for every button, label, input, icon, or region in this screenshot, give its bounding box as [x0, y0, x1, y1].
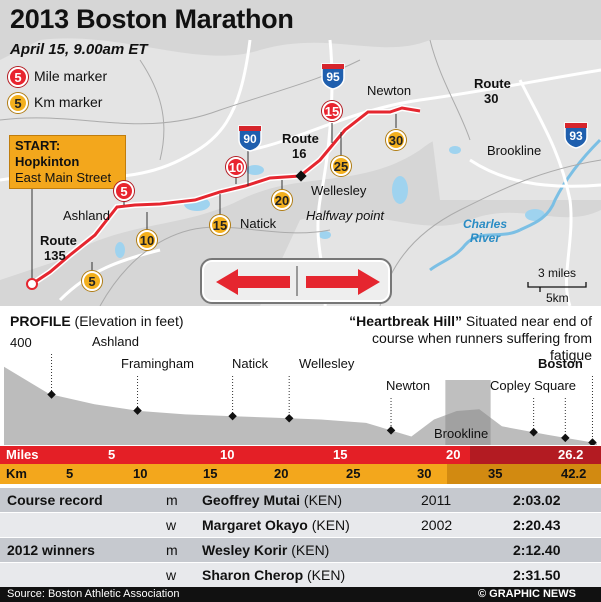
- label-route30-line2: 30: [484, 91, 499, 106]
- footer-source: Source: Boston Athletic Association: [7, 588, 180, 600]
- table-row: Course record m Geoffrey Mutai (KEN) 201…: [0, 488, 601, 512]
- interstate-90-label: 90: [243, 132, 257, 146]
- miles-tick-20: 20: [446, 447, 461, 462]
- scale-km-label: 5km: [546, 291, 569, 305]
- heartbreak-hill-note: “Heartbreak Hill” Situated near end of c…: [349, 313, 592, 363]
- page-title: 2013 Boston Marathon: [10, 4, 294, 34]
- profile-label-framingham: Framingham: [121, 356, 194, 371]
- pan-right-arrow-icon[interactable]: [306, 269, 380, 295]
- miles-tick-5: 5: [108, 447, 116, 462]
- miles-bar: [0, 446, 601, 464]
- legend-km-label: Km marker: [34, 94, 103, 110]
- profile-label-ashland: Ashland: [92, 334, 139, 349]
- mile-marker-15: 15: [322, 101, 342, 121]
- km-tick-10: 10: [133, 466, 148, 481]
- profile-point-newton: [386, 426, 396, 435]
- miles-tick-15: 15: [333, 447, 348, 462]
- miles-tick-10: 10: [220, 447, 235, 462]
- scale-miles-label: 3 miles: [538, 266, 577, 280]
- label-newton: Newton: [367, 83, 412, 98]
- km-tick-42-2: 42.2: [561, 466, 587, 481]
- profile-point-wellesley: [284, 414, 294, 423]
- interstate-95-icon: [321, 63, 345, 90]
- km-bar-dark: [447, 464, 601, 484]
- heartbreak-hill-highlight: [445, 380, 491, 445]
- km-marker-30: 30: [386, 130, 406, 150]
- table-row: w Margaret Okayo (KEN) 2002 2:20.43: [0, 513, 601, 537]
- legend-mile-label: Mile marker: [34, 68, 108, 84]
- label-route135-line1: Route: [40, 233, 77, 248]
- km-marker-25: 25: [331, 156, 351, 176]
- subtitle-date: April 15, 9.00am ET: [10, 41, 148, 58]
- mile-marker-10: 10: [226, 157, 246, 177]
- km-tick-35: 35: [488, 466, 503, 481]
- table-row: 2012 winners m Wesley Korir (KEN) 2:12.4…: [0, 538, 601, 562]
- profile-point-brookline: [529, 428, 538, 437]
- elevation-profile-chart: [4, 354, 597, 445]
- start-point: [26, 278, 38, 290]
- profile-label-natick: Natick: [232, 356, 269, 371]
- profile-label-newton: Newton: [386, 378, 431, 393]
- label-natick: Natick: [240, 216, 277, 231]
- label-ashland: Ashland: [63, 208, 110, 223]
- km-tick-15: 15: [203, 466, 218, 481]
- km-tick-30: 30: [417, 466, 432, 481]
- interstate-93-icon: [564, 122, 588, 149]
- profile-title: PROFILE (Elevation in feet): [10, 313, 184, 329]
- profile-label-wellesley: Wellesley: [299, 356, 355, 371]
- interstate-90-icon: [238, 125, 262, 152]
- label-route16-line1: Route: [282, 131, 319, 146]
- mile-marker-5: 5: [114, 181, 134, 201]
- km-marker-10: 10: [137, 230, 157, 250]
- footer-credit: © GRAPHIC NEWS: [478, 588, 576, 600]
- map-pan-control[interactable]: [200, 258, 392, 304]
- km-tick-25: 25: [346, 466, 361, 481]
- footer-bar: [0, 587, 601, 602]
- table-row: w Sharon Cherop (KEN) 2:31.50: [0, 563, 601, 587]
- km-marker-20: 20: [272, 190, 292, 210]
- label-halfway-point: Halfway point: [306, 208, 385, 223]
- profile-label-boston: Boston: [538, 356, 583, 371]
- label-wellesley: Wellesley: [311, 183, 367, 198]
- profile-label-copley: Copley Square: [490, 378, 576, 393]
- profile-label-brookline: Brookline: [434, 426, 489, 441]
- label-route135-line2: 135: [44, 248, 66, 263]
- km-marker-15: 15: [210, 215, 230, 235]
- label-route30-line1: Route: [474, 76, 511, 91]
- legend-km-marker-icon: 5: [8, 93, 28, 113]
- legend-mile-marker-icon: 5: [8, 67, 28, 87]
- km-tick-20: 20: [274, 466, 289, 481]
- label-charles-river: Charles River: [462, 217, 508, 245]
- start-label: START: Hopkinton East Main Street: [9, 135, 126, 189]
- miles-tick-26-2: 26.2: [558, 447, 584, 462]
- label-route16-line2: 16: [292, 146, 307, 161]
- label-brookline: Brookline: [487, 143, 542, 158]
- km-marker-5: 5: [82, 271, 102, 291]
- halfway-diamond: [295, 170, 307, 182]
- profile-y-top: 400: [10, 335, 32, 350]
- interstate-95-label: 95: [326, 70, 340, 84]
- miles-bar-dark: [470, 446, 601, 464]
- km-tick-5: 5: [66, 466, 74, 481]
- km-bar-label: Km: [6, 466, 27, 481]
- miles-bar-label: Miles: [6, 447, 39, 462]
- interstate-93-label: 93: [569, 129, 583, 143]
- route-line: [31, 106, 421, 286]
- pan-left-arrow-icon[interactable]: [216, 269, 290, 295]
